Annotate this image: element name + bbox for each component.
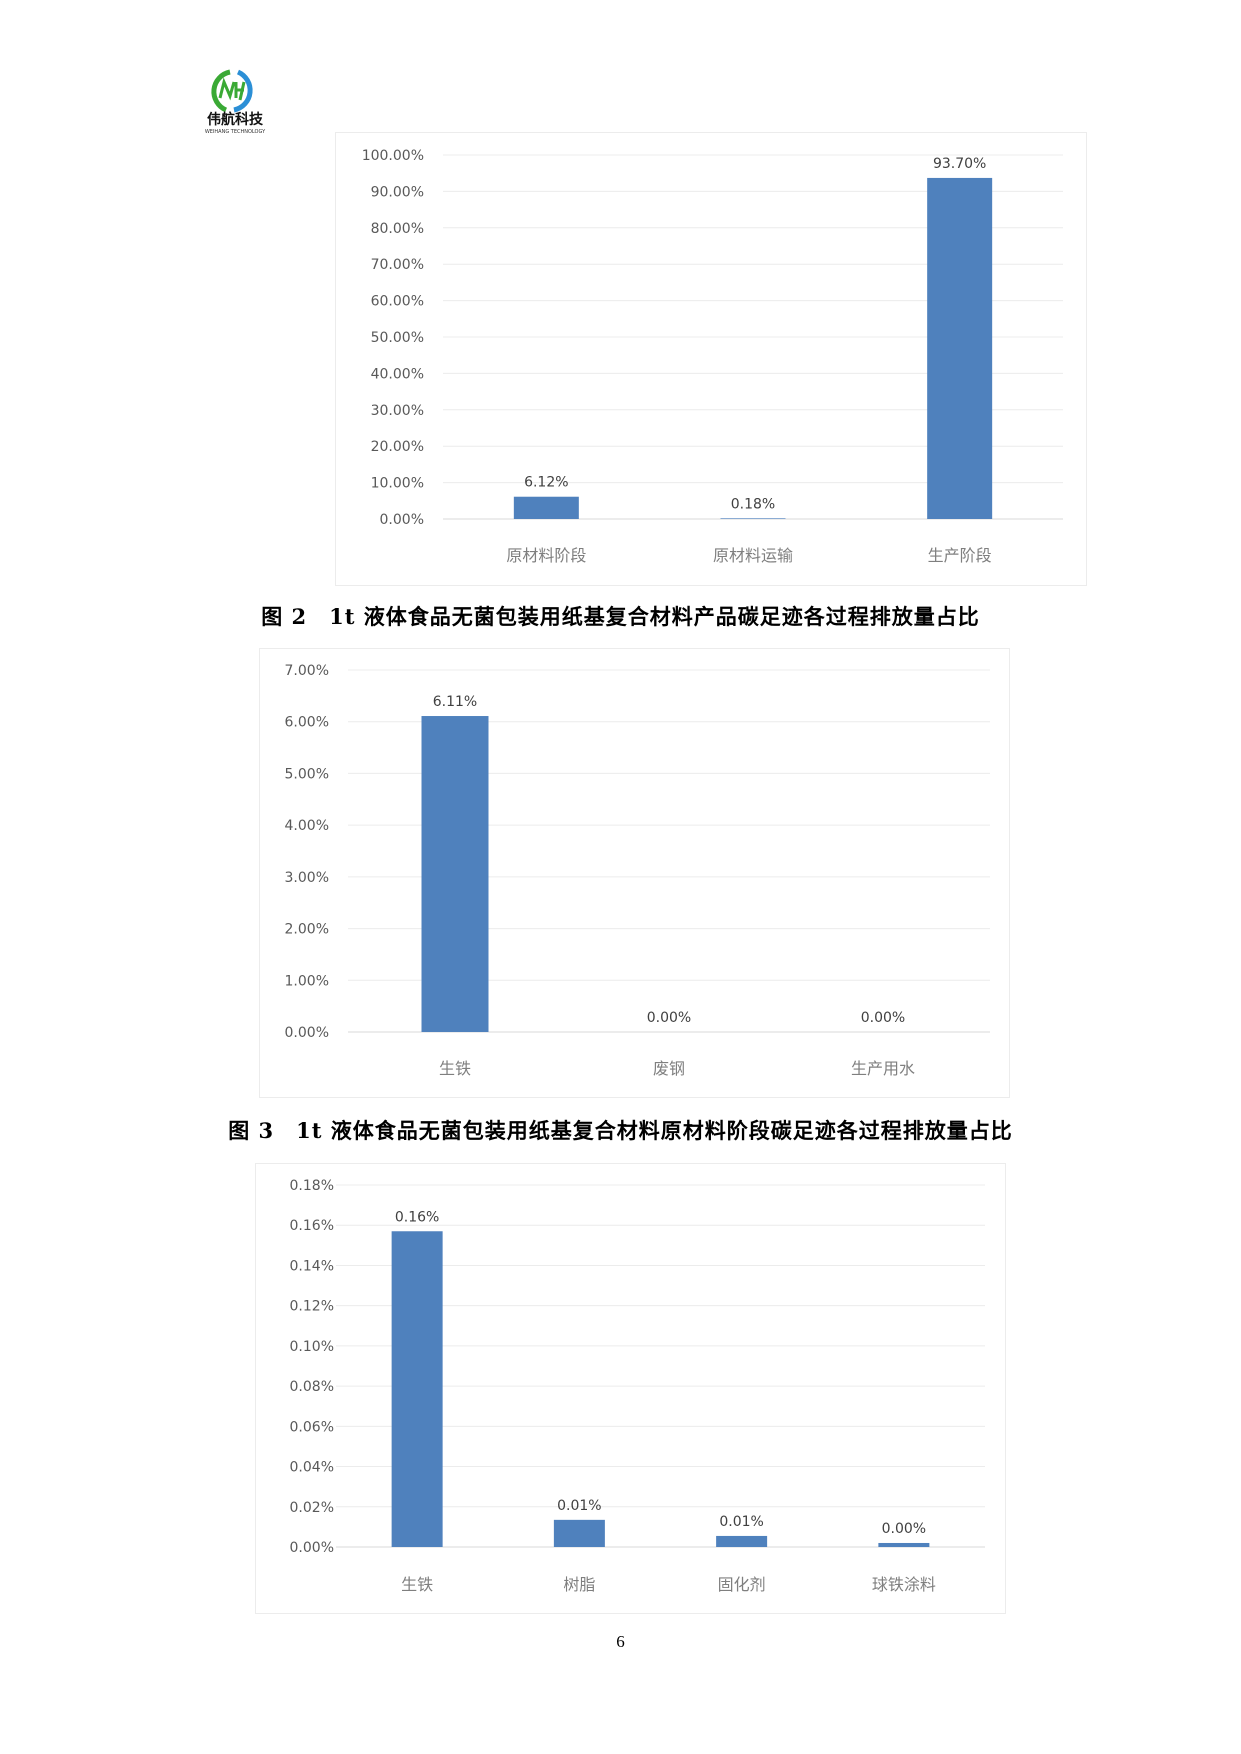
y-tick-label: 0.14%: [290, 1258, 334, 1274]
bar: [716, 1535, 768, 1547]
y-tick-label: 0.02%: [290, 1500, 334, 1516]
bar-chart-stage-share: 0.00% 10.00% 20.00% 30.00% 40.00% 50.00% 60.00…: [362, 148, 1063, 565]
y-tick-label: 90.00%: [371, 184, 424, 200]
company-logo: 伟航科技 WEIHANG TECHNOLOGY: [200, 68, 270, 136]
page-number: 6: [616, 1632, 625, 1651]
y-tick-label: 50.00%: [371, 330, 424, 346]
y-tick-label: 3.00%: [285, 870, 329, 886]
y-tick-label: 0.16%: [290, 1218, 334, 1234]
y-tick-label: 0.00%: [285, 1025, 329, 1041]
y-tick-label: 1.00%: [285, 973, 329, 989]
y-tick-label: 20.00%: [371, 439, 424, 455]
category-label: 固化剂: [718, 1575, 766, 1594]
y-tick-label: 0.10%: [290, 1339, 334, 1355]
category-label: 球铁涂料: [872, 1575, 936, 1594]
bar: [421, 716, 489, 1032]
y-tick-label: 0.00%: [380, 512, 424, 528]
category-label: 生产用水: [851, 1059, 915, 1078]
y-tick-label: 10.00%: [371, 476, 424, 492]
y-tick-label: 2.00%: [285, 922, 329, 938]
logo-graphic: 伟航科技 WEIHANG TECHNOLOGY: [205, 69, 266, 135]
y-tick-label: 7.00%: [285, 663, 329, 679]
y-tick-label: 60.00%: [371, 294, 424, 310]
category-label: 生产阶段: [928, 546, 992, 565]
category-label: 废钢: [653, 1059, 685, 1078]
bar-chart-raw-material-share: 0.00% 1.00% 2.00% 3.00% 4.00% 5.00% 6.00% 7.00%…: [285, 663, 990, 1078]
bar: [391, 1231, 443, 1547]
y-tick-label: 0.00%: [290, 1540, 334, 1556]
y-tick-label: 0.18%: [290, 1178, 334, 1194]
data-label: 6.12%: [524, 475, 568, 491]
y-tick-label: 5.00%: [285, 766, 329, 782]
y-tick-label: 0.04%: [290, 1460, 334, 1476]
y-tick-label: 30.00%: [371, 403, 424, 419]
data-label: 0.01%: [557, 1498, 601, 1514]
logo-subtext: WEIHANG TECHNOLOGY: [205, 129, 266, 135]
chart-figure-2: 0.00% 10.00% 20.00% 30.00% 40.00% 50.00% 60.00…: [335, 132, 1087, 586]
bar: [927, 177, 993, 519]
data-label: 0.00%: [647, 1010, 691, 1026]
y-tick-label: 0.12%: [290, 1299, 334, 1315]
data-label: 0.00%: [882, 1521, 926, 1537]
bar: [513, 496, 579, 519]
y-tick-label: 40.00%: [371, 366, 424, 382]
data-label: 93.70%: [933, 156, 986, 172]
data-label: 0.16%: [395, 1209, 439, 1225]
y-tick-label: 0.08%: [290, 1379, 334, 1395]
bar: [553, 1519, 605, 1547]
data-label: 0.01%: [719, 1514, 763, 1530]
figure-2-caption: 图 2 1t 液体食品无菌包装用纸基复合材料产品碳足迹各过程排放量占比: [261, 604, 980, 629]
y-tick-label: 6.00%: [285, 715, 329, 731]
data-label: 0.18%: [731, 496, 775, 512]
y-tick-label: 4.00%: [285, 818, 329, 834]
bar: [720, 518, 786, 519]
figure-3-caption: 图 3 1t 液体食品无菌包装用纸基复合材料原材料阶段碳足迹各过程排放量占比: [228, 1118, 1013, 1143]
data-label: 0.00%: [861, 1010, 905, 1026]
data-label: 6.11%: [433, 694, 477, 710]
chart-figure-4: 0.00% 0.02% 0.04% 0.06% 0.08% 0.10% 0.12% 0.14%…: [255, 1163, 1006, 1614]
y-tick-label: 100.00%: [362, 148, 424, 164]
bar-chart-transport-share: 0.00% 0.02% 0.04% 0.06% 0.08% 0.10% 0.12% 0.14%…: [290, 1178, 985, 1594]
logo-text: 伟航科技: [207, 111, 264, 128]
bar: [878, 1542, 930, 1547]
category-label: 生铁: [401, 1575, 433, 1594]
category-label: 原材料运输: [713, 546, 793, 565]
category-label: 原材料阶段: [506, 546, 586, 565]
y-tick-label: 80.00%: [371, 221, 424, 237]
chart-figure-3: 0.00% 1.00% 2.00% 3.00% 4.00% 5.00% 6.00% 7.00%…: [259, 648, 1010, 1098]
y-tick-label: 0.06%: [290, 1419, 334, 1435]
category-label: 生铁: [439, 1059, 471, 1078]
category-label: 树脂: [563, 1575, 595, 1594]
y-tick-label: 70.00%: [371, 257, 424, 273]
